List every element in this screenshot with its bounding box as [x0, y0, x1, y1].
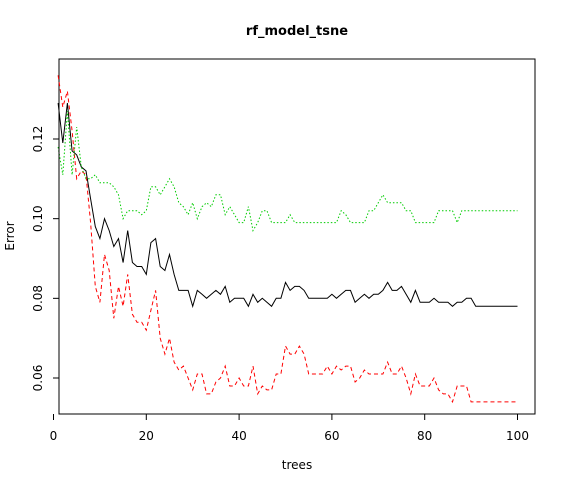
x-tick-label-0: 0 [50, 429, 58, 443]
x-tick-label-4: 80 [417, 429, 432, 443]
chart-title: rf_model_tsne [246, 24, 348, 39]
y-tick-label-3: 0.12 [31, 126, 45, 153]
y-axis-label: Error [3, 221, 17, 250]
series-line-2 [57, 111, 518, 232]
x-tick-label-3: 60 [324, 429, 339, 443]
x-axis-label: trees [282, 458, 312, 472]
y-tick-label-0: 0.06 [31, 365, 45, 392]
x-tick-label-1: 20 [139, 429, 154, 443]
y-tick-label-1: 0.08 [31, 285, 45, 312]
x-tick-label-2: 40 [231, 429, 246, 443]
x-tick-label-5: 100 [506, 429, 529, 443]
series-line-0 [57, 103, 518, 309]
x-axis: 0 20 40 60 80 100 [50, 413, 529, 443]
plot-frame [58, 58, 536, 415]
y-tick-label-2: 0.10 [31, 205, 45, 232]
y-axis: 0.06 0.08 0.10 0.12 [31, 126, 60, 392]
series-layer [57, 75, 518, 404]
